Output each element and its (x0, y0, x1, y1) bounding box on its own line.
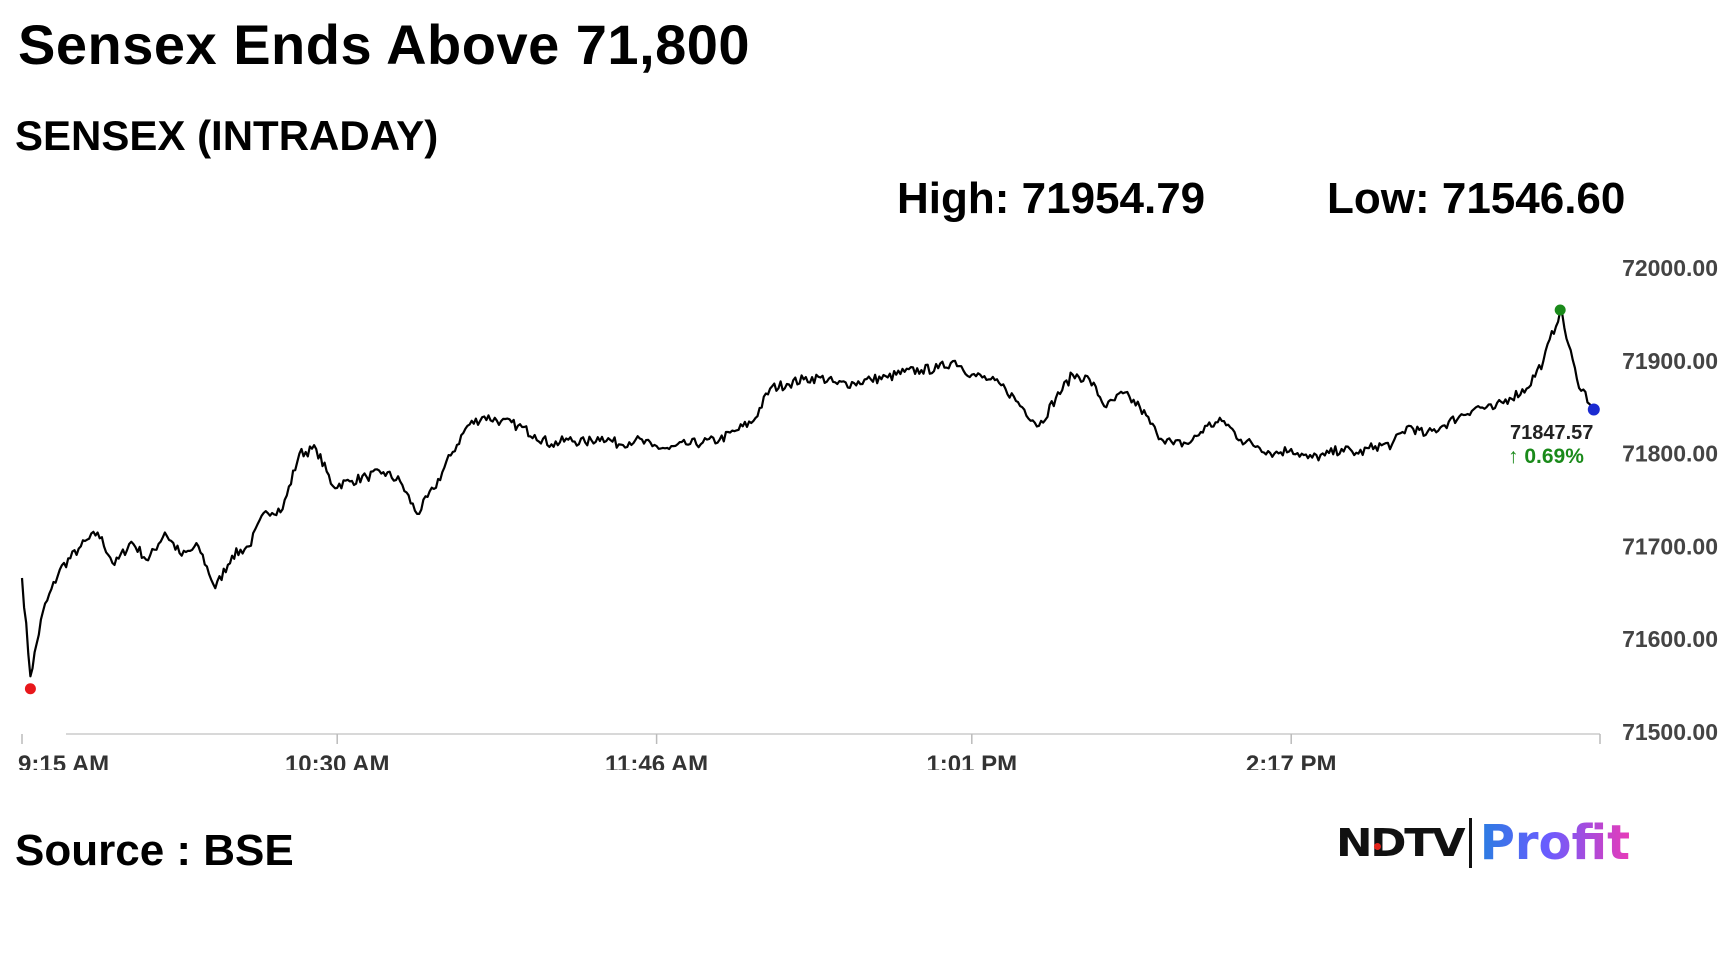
source-label: Source : BSE (15, 826, 294, 875)
last-value-label: 71847.57 (1510, 422, 1593, 444)
low-marker (24, 683, 36, 695)
y-tick-label: 71800.00 (1622, 441, 1718, 467)
y-tick-label: 71500.00 (1622, 719, 1718, 745)
last-marker (1587, 403, 1600, 416)
ndtv-profit-logo: NDTV Profit (1336, 815, 1631, 871)
x-tick-label: 10:30 AM (285, 751, 389, 770)
y-tick-label: 71900.00 (1622, 348, 1718, 374)
last-value-box (1504, 417, 1608, 465)
y-tick-label: 72000.00 (1622, 255, 1718, 281)
chart-headline: Sensex Ends Above 71,800 (18, 13, 751, 76)
chart-subtitle: SENSEX (INTRADAY) (15, 112, 439, 159)
x-tick-label: 2:17 PM (1246, 751, 1337, 770)
plot-area: 71847.57↑ 0.69% (20, 304, 1608, 695)
y-axis: 72000.00 71900.00 71800.00 71700.00 71600.00… (1622, 255, 1718, 745)
logo-divider (1468, 818, 1472, 868)
x-axis: 9:15 AM 10:30 AM 11:46 AM 1:01 PM 2:17 PM (18, 733, 1601, 770)
logo-profit: Profit (1479, 815, 1631, 871)
series-line-sensex (20, 309, 1595, 678)
intraday-chart: 72000.00 71900.00 71800.00 71700.00 71600.00… (18, 255, 1718, 770)
logo-ndtv: NDTV (1336, 821, 1466, 865)
y-tick-label: 71700.00 (1622, 533, 1718, 559)
x-tick-label: 11:46 AM (605, 751, 708, 770)
x-tick-label: 9:15 AM (18, 751, 109, 770)
high-value: High: 71954.79 (897, 174, 1206, 223)
y-tick-label: 71600.00 (1622, 626, 1718, 652)
logo-dot-icon (1374, 843, 1381, 850)
change-percent-label: ↑ 0.69% (1508, 445, 1584, 468)
low-value: Low: 71546.60 (1327, 174, 1626, 223)
high-marker (1554, 304, 1566, 316)
x-tick-label: 1:01 PM (926, 751, 1017, 770)
